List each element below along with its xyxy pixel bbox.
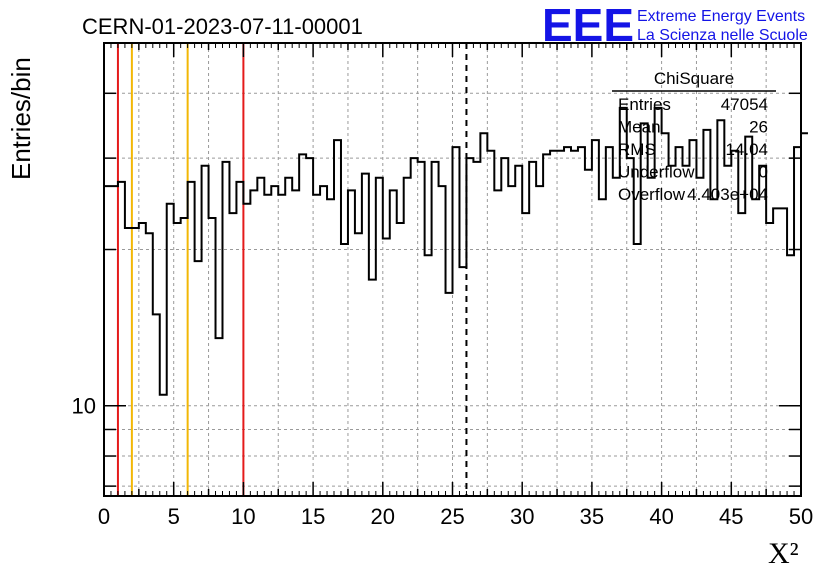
logo-line2: La Scienza nelle Scuole xyxy=(637,27,808,44)
y-axis-label: Entries/bin xyxy=(6,57,36,180)
stats-label: RMS xyxy=(618,140,656,159)
eee-logo: EEE Extreme Energy Events La Scienza nel… xyxy=(542,0,808,51)
x-tick-label: 15 xyxy=(301,504,325,529)
x-tick-label: 10 xyxy=(231,504,255,529)
x-tick-label: 30 xyxy=(510,504,534,529)
y-tick-label: 10 xyxy=(72,394,96,419)
logo-mark: EEE xyxy=(542,0,634,51)
x-tick-label: 40 xyxy=(649,504,673,529)
x-tick-label: 20 xyxy=(371,504,395,529)
x-tick-label: 0 xyxy=(98,504,110,529)
stats-label: Overflow xyxy=(618,185,686,204)
stats-value: 26 xyxy=(749,118,768,137)
x-tick-label: 50 xyxy=(789,504,813,529)
chart-title: CERN-01-2023-07-11-00001 xyxy=(82,14,363,39)
reference-lines xyxy=(116,43,468,496)
stats-label: Underflow xyxy=(618,163,695,182)
stats-value: 0 xyxy=(759,163,768,182)
axis-ticks: 0 5 10 15 20 25 30 35 40 45 50 10 xyxy=(72,42,813,529)
x-tick-label: 25 xyxy=(440,504,464,529)
stats-value: 14.04 xyxy=(725,140,768,159)
stats-label: Entries xyxy=(618,95,671,114)
stats-label: Mean xyxy=(618,118,661,137)
x-axis-label: X² xyxy=(768,537,799,570)
stats-name: ChiSquare xyxy=(654,69,734,88)
stats-box: ChiSquare Entries 47054 Mean 26 RMS 14.04 Unde… xyxy=(612,69,776,204)
x-tick-label: 5 xyxy=(168,504,180,529)
x-tick-label: 45 xyxy=(719,504,743,529)
stats-value: 4.403e+04 xyxy=(687,185,768,204)
logo-line1: Extreme Energy Events xyxy=(637,8,805,25)
stats-value: 47054 xyxy=(721,95,768,114)
histogram-series xyxy=(104,106,808,396)
x-tick-label: 35 xyxy=(580,504,604,529)
